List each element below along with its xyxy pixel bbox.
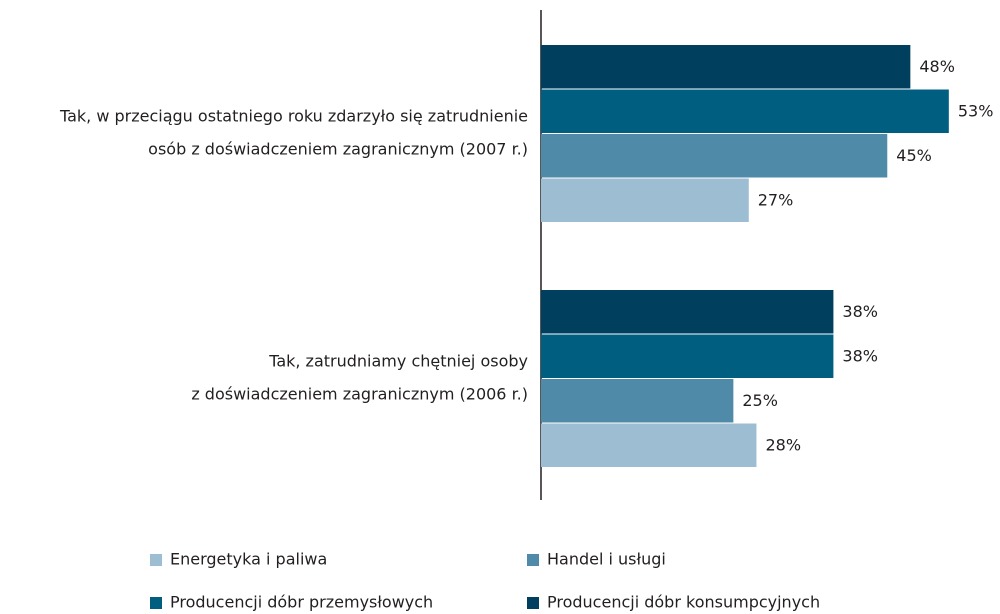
legend-label: Producencji dóbr konsumpcyjnych <box>547 593 820 612</box>
legend-label: Handel i usługi <box>547 550 666 569</box>
bar <box>541 334 834 378</box>
legend-label: Producencji dóbr przemysłowych <box>170 593 433 612</box>
category-label: osób z doświadczeniem zagranicznym (2007… <box>148 140 528 159</box>
value-label: 28% <box>765 435 801 454</box>
value-label: 48% <box>919 57 955 76</box>
bar <box>541 134 888 178</box>
value-label: 38% <box>842 346 878 365</box>
category-label: z doświadczeniem zagranicznym (2006 r.) <box>191 385 528 404</box>
legend-swatch <box>150 597 162 609</box>
bar <box>541 89 949 133</box>
category-label: Tak, zatrudniamy chętniej osoby <box>268 352 528 371</box>
bar <box>541 45 911 89</box>
value-label: 25% <box>742 391 778 410</box>
bar <box>541 178 749 222</box>
legend-swatch <box>527 597 539 609</box>
legend-label: Energetyka i paliwa <box>170 550 327 569</box>
legend-swatch <box>150 554 162 566</box>
bar <box>541 290 834 334</box>
value-label: 53% <box>958 101 994 120</box>
bar <box>541 423 757 467</box>
value-label: 45% <box>896 146 932 165</box>
value-label: 27% <box>758 190 794 209</box>
bar <box>541 379 734 423</box>
category-label: Tak, w przeciągu ostatniego roku zdarzył… <box>59 107 528 126</box>
legend-swatch <box>527 554 539 566</box>
value-label: 38% <box>842 302 878 321</box>
